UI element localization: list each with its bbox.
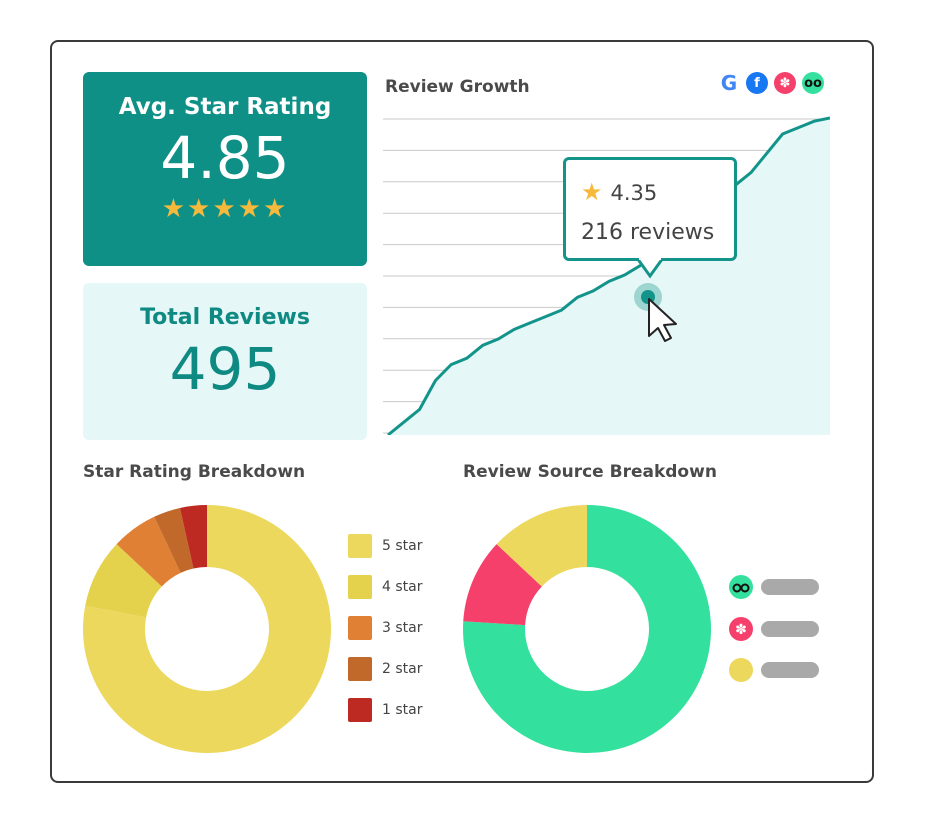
star-donut-slice[interactable] <box>116 516 181 587</box>
legend-4-star: 4 star <box>348 575 422 599</box>
legend-5-star: 5 star <box>348 534 422 558</box>
legend-label-2-star: 2 star <box>382 661 423 677</box>
growth-line <box>387 116 830 435</box>
yelp-icon[interactable]: ✽ <box>774 72 796 94</box>
growth-area-fill <box>388 118 830 435</box>
total-reviews-title: Total Reviews <box>140 305 310 330</box>
legend-swatch-5-star <box>348 534 372 558</box>
review-growth-chart <box>383 116 830 435</box>
legend-label-1-star: 1 star <box>382 702 423 718</box>
total-reviews-value: 495 <box>169 335 281 403</box>
legend-swatch-4-star <box>348 575 372 599</box>
source-icons: G f ✽ oo <box>718 71 824 95</box>
tooltip-rating: ★ 4.35 <box>581 178 657 206</box>
tooltip-review-count: 216 reviews <box>581 220 715 245</box>
avg-star-rating-value: 4.85 <box>160 124 290 192</box>
facebook-icon[interactable]: f <box>746 72 768 94</box>
star-rating-donut <box>82 505 331 753</box>
source-donut-slices <box>463 505 711 753</box>
google-icon[interactable]: G <box>718 71 740 95</box>
legend-1-star: 1 star <box>348 698 422 722</box>
yelp-icon: ✽ <box>729 617 753 641</box>
legend-swatch-2-star <box>348 657 372 681</box>
total-reviews-card: Total Reviews 495 <box>83 283 367 440</box>
source-donut-slice[interactable] <box>463 544 542 626</box>
star-icon: ★ <box>581 178 603 206</box>
other-legend-bar <box>761 662 819 678</box>
tripadvisor-icon[interactable]: oo <box>802 72 824 94</box>
tooltip-rating-value: 4.35 <box>610 181 658 205</box>
yelp-legend-bar <box>761 621 819 637</box>
review-source-donut <box>463 505 711 753</box>
growth-tooltip: ★ 4.35 216 reviews <box>563 157 737 261</box>
review-source-breakdown-title: Review Source Breakdown <box>463 462 717 482</box>
star-rating-display: ★★★★★ <box>162 194 289 224</box>
avg-star-rating-title: Avg. Star Rating <box>118 94 332 120</box>
cursor-icon <box>648 298 677 342</box>
review-growth-title: Review Growth <box>385 77 530 97</box>
star-donut-slice[interactable] <box>82 505 331 753</box>
source-donut-slice[interactable] <box>463 505 711 753</box>
legend-swatch-3-star <box>348 616 372 640</box>
svg-text:✽: ✽ <box>735 622 747 638</box>
tripadvisor-legend-bar <box>761 579 819 595</box>
avg-star-rating-card: Avg. Star Rating 4.85 ★★★★★ <box>83 72 367 266</box>
legend-label-4-star: 4 star <box>382 579 423 595</box>
star-donut-slices <box>82 505 331 753</box>
legend-swatch-1-star <box>348 698 372 722</box>
tripadvisor-icon <box>729 575 753 599</box>
star-donut-slice[interactable] <box>154 507 194 573</box>
star-rating-breakdown-title: Star Rating Breakdown <box>83 462 306 482</box>
other-source-icon <box>729 658 753 682</box>
tooltip-pointer <box>637 258 663 279</box>
legend-3-star: 3 star <box>348 616 422 640</box>
star-donut-slice[interactable] <box>85 544 162 618</box>
legend-label-5-star: 5 star <box>382 538 423 554</box>
stars-icon: ★★★★★ <box>161 194 289 224</box>
legend-label-3-star: 3 star <box>382 620 423 636</box>
star-donut-slice[interactable] <box>179 505 207 569</box>
legend-2-star: 2 star <box>348 657 422 681</box>
source-donut-slice[interactable] <box>496 505 587 587</box>
